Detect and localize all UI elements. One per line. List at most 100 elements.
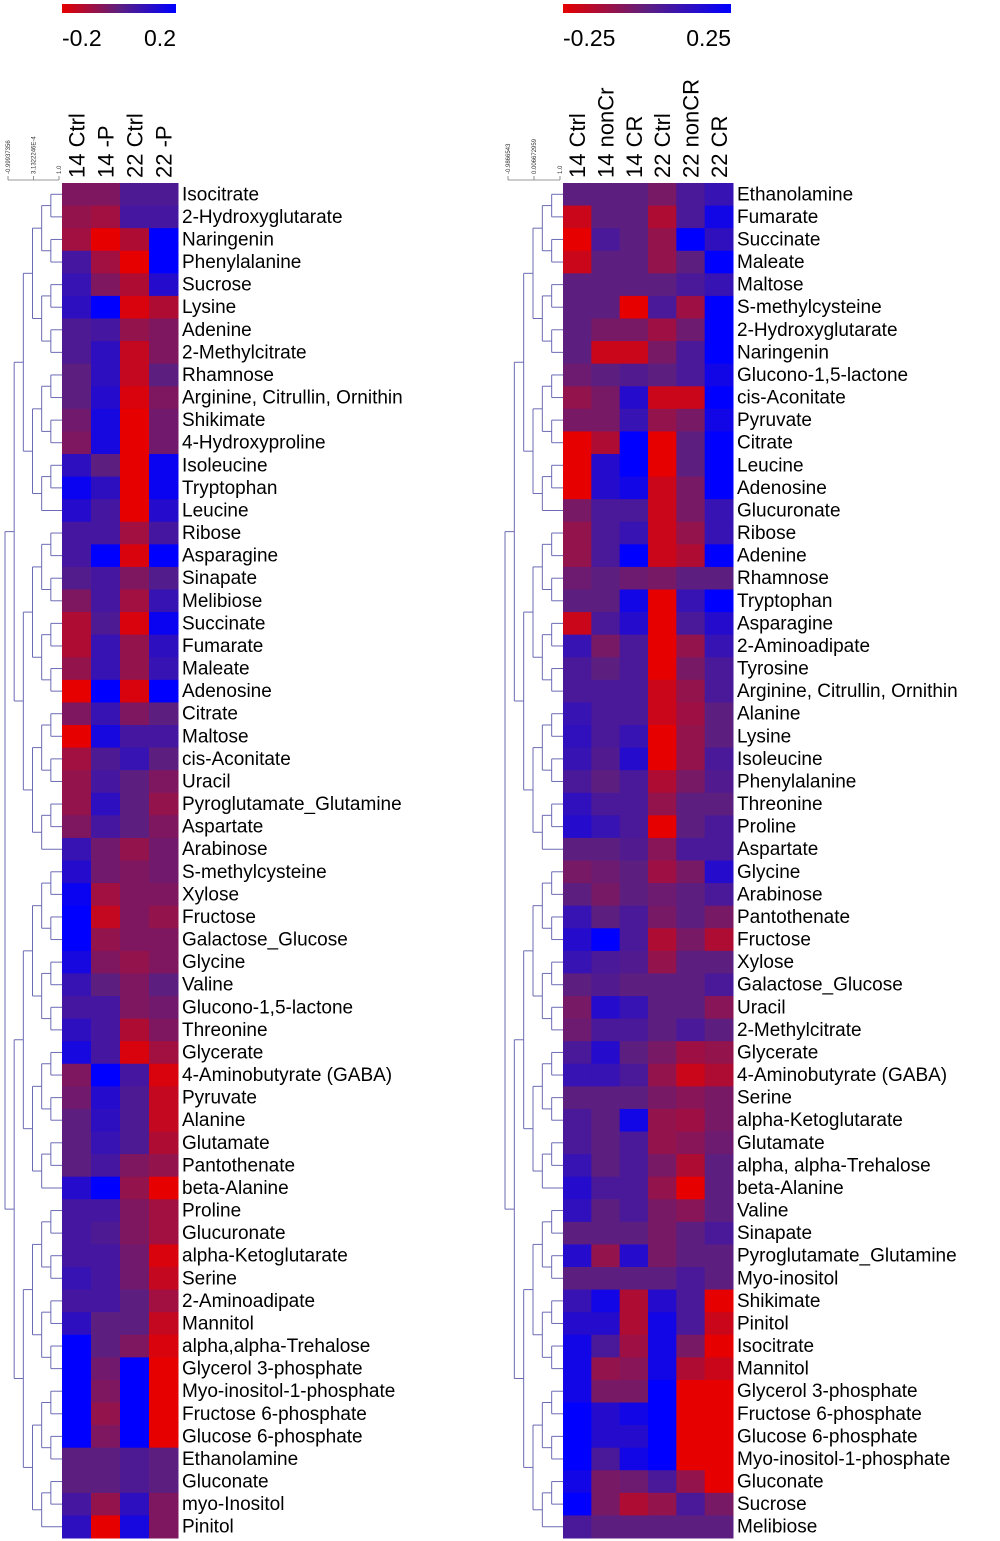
heatmap-cell (91, 408, 121, 432)
heatmap-cell (591, 1086, 621, 1110)
heatmap-cell (120, 860, 150, 884)
heatmap-cell (91, 1312, 121, 1336)
heatmap-cell (648, 1289, 677, 1313)
heatmap-cell (62, 1289, 92, 1313)
heatmap-cell (704, 499, 734, 523)
heatmap-cell (91, 273, 121, 297)
heatmap-cell (676, 1425, 706, 1449)
heatmap-cell (149, 454, 179, 478)
heatmap-cell (120, 1357, 150, 1381)
heatmap-cell (676, 1086, 706, 1110)
heatmap-cell (591, 860, 621, 884)
column-label: 14 nonCr (594, 87, 619, 178)
heatmap-cell (62, 837, 92, 861)
heatmap-cell (619, 1244, 649, 1268)
heatmap-cell (149, 1470, 179, 1494)
row-label: Pantothenate (737, 907, 850, 928)
row-label: Succinate (737, 229, 820, 250)
heatmap-cell (62, 1131, 92, 1155)
heatmap-cell (676, 973, 706, 997)
row-label: Glucuronate (182, 1223, 286, 1244)
heatmap-cell (120, 250, 150, 274)
heatmap-cell (676, 454, 706, 478)
heatmap-cell (563, 521, 592, 545)
heatmap-cell (704, 837, 734, 861)
row-label: Glucose 6-phosphate (182, 1426, 363, 1447)
heatmap-cell (149, 679, 179, 703)
heatmap-cell (62, 544, 92, 568)
heatmap-cell (648, 928, 677, 952)
heatmap-cell (120, 1492, 150, 1516)
heatmap-cell (91, 679, 121, 703)
heatmap-cell (91, 815, 121, 839)
row-label: Mannitol (182, 1313, 254, 1334)
heatmap-cell (591, 408, 621, 432)
heatmap-cell (62, 318, 92, 342)
heatmap-cell (704, 1199, 734, 1223)
heatmap-cell (704, 612, 734, 636)
heatmap-cell (676, 499, 706, 523)
heatmap-cell (676, 431, 706, 455)
heatmap-cell (704, 1425, 734, 1449)
heatmap-cell (62, 1515, 92, 1539)
heatmap-cell (704, 1267, 734, 1291)
heatmap-cell (120, 950, 150, 974)
row-label: Threonine (737, 794, 823, 815)
heatmap-cell (563, 950, 592, 974)
heatmap-cell (91, 996, 121, 1020)
heatmap-cell (648, 837, 677, 861)
heatmap-cell (91, 1402, 121, 1426)
heatmap-cell (62, 1108, 92, 1132)
heatmap-cell (120, 1131, 150, 1155)
heatmap-cell (591, 770, 621, 794)
heatmap-cell (648, 1108, 677, 1132)
row-label: Uracil (737, 997, 786, 1018)
heatmap-cell (149, 566, 179, 590)
row-label: cis-Aconitate (182, 749, 291, 770)
heatmap-cell (704, 996, 734, 1020)
heatmap-cell (62, 1402, 92, 1426)
heatmap-cell (676, 679, 706, 703)
heatmap-cell (120, 1425, 150, 1449)
heatmap-cell (619, 612, 649, 636)
heatmap-cell (704, 228, 734, 252)
heatmap-cell (563, 657, 592, 681)
heatmap-cell (149, 815, 179, 839)
heatmap-cell (563, 679, 592, 703)
heatmap-cell (704, 1470, 734, 1494)
heatmap-cell (676, 792, 706, 816)
heatmap-cell (648, 883, 677, 907)
row-label: Alanine (737, 704, 800, 725)
heatmap-cell (619, 725, 649, 749)
heatmap-cell (619, 1041, 649, 1065)
heatmap-cell (591, 1131, 621, 1155)
heatmap-cell (676, 386, 706, 410)
heatmap-cell (704, 747, 734, 771)
heatmap-cell (120, 837, 150, 861)
heatmap-cell (62, 183, 92, 207)
row-label: Valine (182, 975, 233, 996)
heatmap-cell (591, 295, 621, 319)
heatmap-cell (62, 408, 92, 432)
heatmap-cell (676, 566, 706, 590)
heatmap-cell (120, 792, 150, 816)
heatmap-cell (704, 544, 734, 568)
heatmap-cell (91, 770, 121, 794)
heatmap-cell (149, 1018, 179, 1042)
column-label: 22 nonCR (679, 79, 704, 178)
row-label: S-methylcysteine (182, 862, 327, 883)
heatmap-cell (591, 883, 621, 907)
row-label: Arabinose (182, 839, 268, 860)
heatmap-cell (591, 476, 621, 500)
heatmap-cell (149, 1379, 179, 1403)
heatmap-cell (704, 883, 734, 907)
heatmap-cell (149, 544, 179, 568)
row-label: Naringenin (737, 342, 829, 363)
heatmap-cell (704, 318, 734, 342)
heatmap-cell (619, 1492, 649, 1516)
heatmap-cell (676, 1108, 706, 1132)
heatmap-cell (676, 1515, 706, 1539)
heatmap-cell (120, 1176, 150, 1200)
